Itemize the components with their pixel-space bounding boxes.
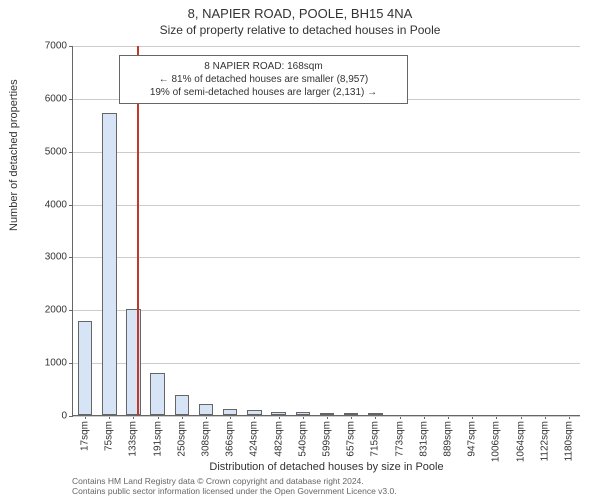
- histogram-bar: [102, 113, 117, 415]
- y-tick-label: 4000: [45, 199, 67, 210]
- y-axis-title: Number of detached properties: [8, 79, 20, 231]
- annotation-line: 19% of semi-detached houses are larger (…: [128, 86, 400, 99]
- x-tick-label: 1180sqm: [563, 421, 574, 461]
- histogram-bar: [199, 404, 214, 415]
- y-tick-label: 7000: [45, 41, 67, 52]
- x-tick-label: 250sqm: [176, 421, 187, 457]
- annotation-line: ← 81% of detached houses are smaller (8,…: [128, 73, 400, 86]
- chart-title-main: 8, NAPIER ROAD, POOLE, BH15 4NA: [0, 0, 600, 21]
- x-tick-label: 1006sqm: [491, 421, 502, 462]
- histogram-bar: [271, 412, 286, 415]
- x-tick-label: 424sqm: [249, 421, 260, 457]
- x-axis-title: Distribution of detached houses by size …: [209, 461, 443, 473]
- histogram-bar: [344, 413, 359, 415]
- x-tick-label: 831sqm: [418, 421, 429, 457]
- histogram-bar: [296, 412, 311, 415]
- gridline: [73, 416, 580, 417]
- attribution-line: Contains public sector information licen…: [72, 486, 397, 496]
- x-tick-label: 308sqm: [201, 421, 212, 457]
- attribution-line: Contains HM Land Registry data © Crown c…: [72, 476, 397, 486]
- chart-container: 8, NAPIER ROAD, POOLE, BH15 4NA Size of …: [0, 0, 600, 500]
- y-tick-label: 0: [61, 411, 67, 422]
- x-tick-label: 657sqm: [346, 421, 357, 457]
- x-tick-label: 889sqm: [442, 421, 453, 457]
- x-tick-label: 17sqm: [80, 421, 91, 451]
- x-tick-label: 75sqm: [104, 421, 115, 451]
- histogram-bar: [78, 321, 93, 415]
- x-tick-label: 482sqm: [273, 421, 284, 457]
- histogram-bar: [223, 409, 238, 415]
- chart-title-sub: Size of property relative to detached ho…: [0, 21, 600, 37]
- histogram-bar: [150, 373, 165, 415]
- plot-area: Distribution of detached houses by size …: [72, 46, 580, 416]
- histogram-bar: [175, 395, 190, 415]
- x-tick-label: 133sqm: [128, 421, 139, 457]
- annotation-line: 8 NAPIER ROAD: 168sqm: [128, 60, 400, 73]
- histogram-bar: [247, 410, 262, 415]
- x-tick-label: 773sqm: [394, 421, 405, 457]
- x-tick-label: 715sqm: [370, 421, 381, 457]
- annotation-box: 8 NAPIER ROAD: 168sqm← 81% of detached h…: [119, 55, 409, 104]
- y-tick-label: 5000: [45, 146, 67, 157]
- histogram-bar: [368, 413, 383, 415]
- y-tick-label: 6000: [45, 93, 67, 104]
- attribution-text: Contains HM Land Registry data © Crown c…: [72, 476, 397, 496]
- x-tick-label: 366sqm: [225, 421, 236, 457]
- y-tick-label: 1000: [45, 358, 67, 369]
- histogram-bar: [320, 413, 335, 415]
- y-tick-label: 3000: [45, 252, 67, 263]
- x-tick-label: 599sqm: [322, 421, 333, 457]
- x-tick-label: 947sqm: [467, 421, 478, 457]
- y-tick-label: 2000: [45, 305, 67, 316]
- x-tick-label: 1122sqm: [539, 421, 550, 461]
- x-tick-label: 1064sqm: [515, 421, 526, 462]
- x-tick-label: 191sqm: [152, 421, 163, 457]
- x-tick-label: 540sqm: [297, 421, 308, 457]
